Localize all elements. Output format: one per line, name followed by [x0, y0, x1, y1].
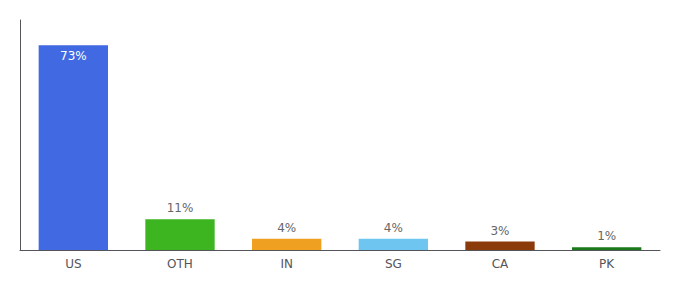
svg-text:1%: 1% — [597, 229, 616, 243]
svg-text:11%: 11% — [167, 201, 194, 215]
svg-text:IN: IN — [280, 257, 293, 271]
svg-text:CA: CA — [492, 257, 509, 271]
svg-text:PK: PK — [599, 257, 615, 271]
svg-text:SG: SG — [385, 257, 402, 271]
svg-text:4%: 4% — [384, 221, 403, 235]
svg-text:OTH: OTH — [167, 257, 193, 271]
svg-text:US: US — [65, 257, 81, 271]
svg-text:3%: 3% — [490, 224, 509, 238]
svg-text:4%: 4% — [277, 221, 296, 235]
svg-text:73%: 73% — [60, 49, 87, 63]
